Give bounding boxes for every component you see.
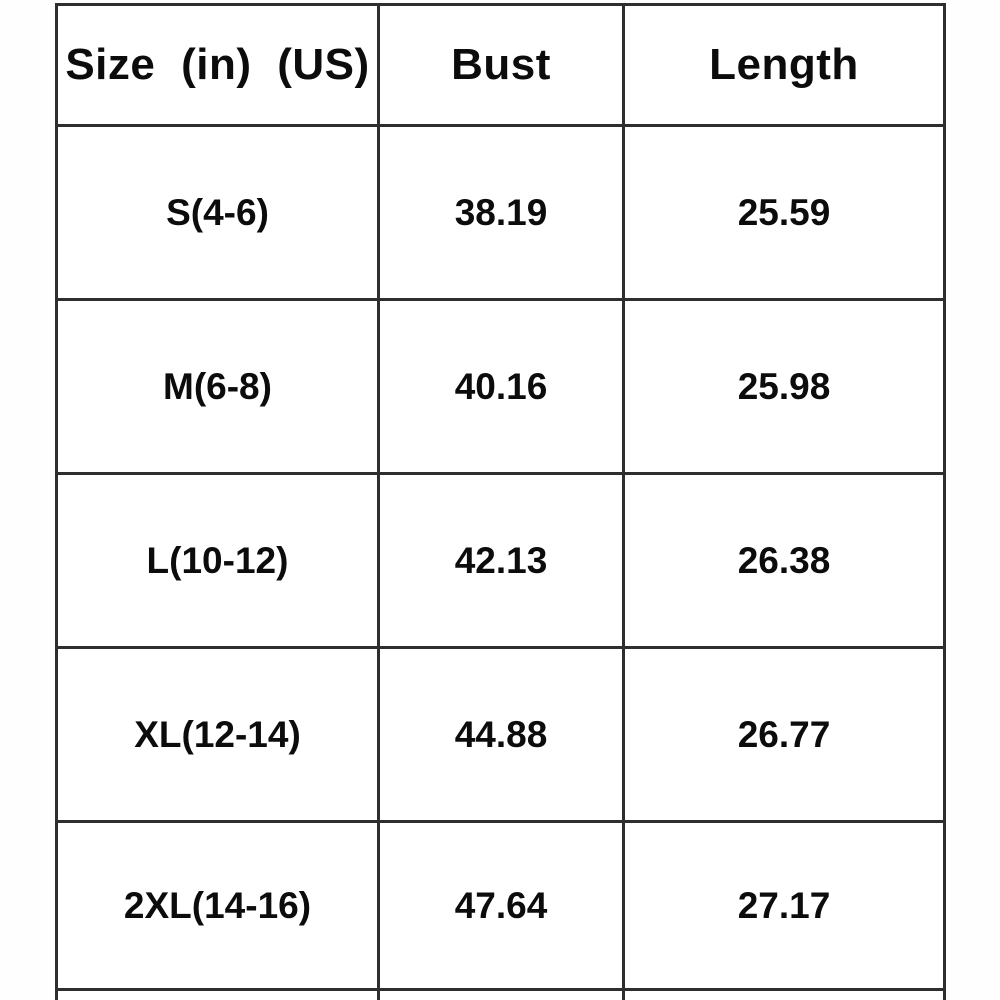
size-cell: M(6-8)	[55, 298, 380, 475]
length-cell: 25.59	[622, 124, 946, 301]
table-row: S(4-6) 38.19 25.59	[55, 124, 946, 301]
size-cell: L(10-12)	[55, 472, 380, 649]
length-cell: 27.17	[622, 820, 946, 991]
length-cell: 26.38	[622, 472, 946, 649]
bust-cell-empty	[377, 988, 625, 1000]
size-cell: XL(12-14)	[55, 646, 380, 823]
header-length: Length	[622, 3, 946, 127]
length-cell: 25.98	[622, 298, 946, 475]
bust-cell: 47.64	[377, 820, 625, 991]
table-header-row: Size (in) (US) Bust Length	[55, 3, 946, 127]
size-chart-table: Size (in) (US) Bust Length S(4-6) 38.19 …	[55, 3, 946, 1000]
table-row: M(6-8) 40.16 25.98	[55, 298, 946, 475]
bust-cell: 42.13	[377, 472, 625, 649]
table-row: 2XL(14-16) 47.64 27.17	[55, 820, 946, 991]
bust-cell: 38.19	[377, 124, 625, 301]
size-cell: 2XL(14-16)	[55, 820, 380, 991]
table-row: XL(12-14) 44.88 26.77	[55, 646, 946, 823]
table-row: L(10-12) 42.13 26.38	[55, 472, 946, 649]
header-size: Size (in) (US)	[55, 3, 380, 127]
table-row-partial	[55, 988, 946, 1000]
size-cell-empty	[55, 988, 380, 1000]
size-cell: S(4-6)	[55, 124, 380, 301]
length-cell-empty	[622, 988, 946, 1000]
bust-cell: 40.16	[377, 298, 625, 475]
header-bust: Bust	[377, 3, 625, 127]
bust-cell: 44.88	[377, 646, 625, 823]
length-cell: 26.77	[622, 646, 946, 823]
